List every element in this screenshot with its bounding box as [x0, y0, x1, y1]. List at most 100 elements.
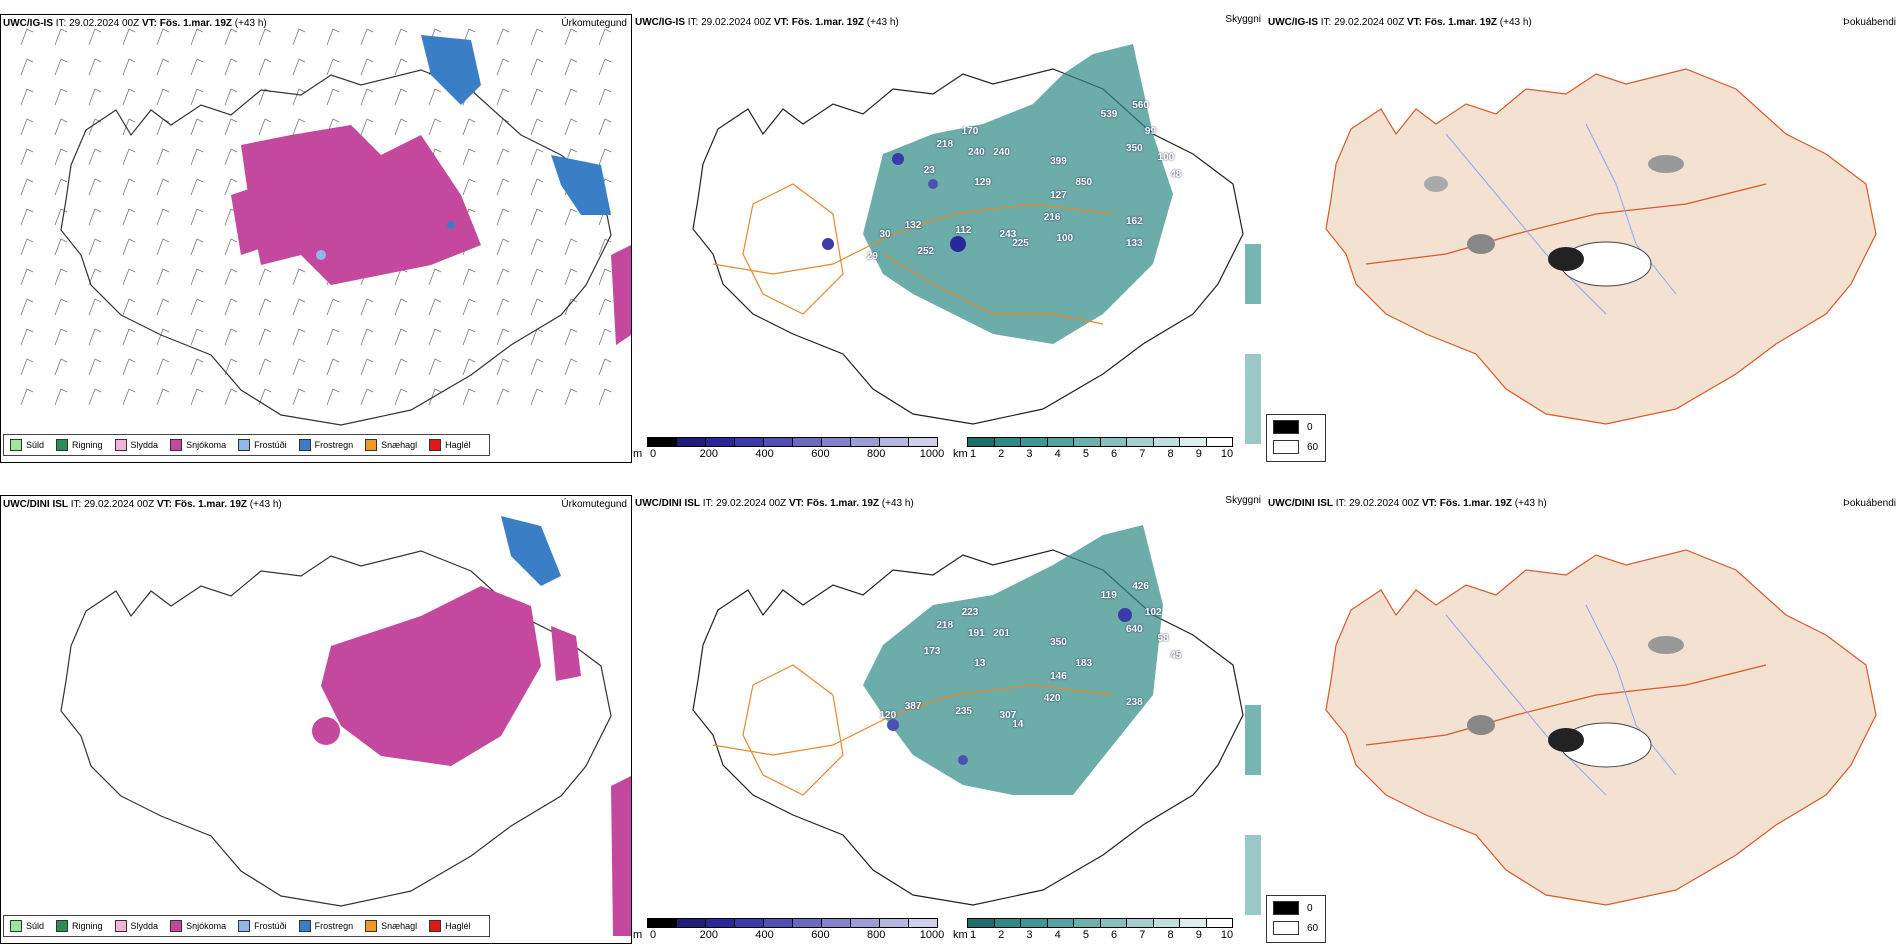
fog-panel-top: UWC/IG-IS IT: 29.02.2024 00Z VT: Fös. 1.…: [1266, 14, 1900, 463]
wind-barb: [88, 268, 102, 286]
wind-barb: [428, 328, 442, 346]
vt-label: VT:: [156, 499, 172, 510]
colorbar-cell: [1180, 919, 1207, 927]
legend-label: Snjókoma: [186, 440, 227, 450]
ceiling-label: 14: [1012, 718, 1024, 730]
wind-barb: [258, 388, 272, 406]
wind-barb: [428, 298, 442, 316]
wind-barb: [598, 328, 612, 346]
wind-barb: [88, 238, 102, 256]
wind-barb: [394, 298, 408, 316]
model-name: UWC/IG-IS: [3, 18, 53, 29]
panel-header: UWC/DINI ISL IT: 29.02.2024 00Z VT: Fös.…: [3, 499, 282, 510]
legend-swatch: [365, 439, 378, 451]
wind-barb: [258, 328, 272, 346]
fog-legend-item: 0: [1273, 420, 1313, 434]
model-name: UWC/IG-IS: [635, 17, 685, 28]
wind-barb: [88, 148, 102, 166]
colorbar-strip: [967, 437, 1233, 447]
wind-barb: [564, 298, 578, 316]
ceiling-label: 146: [1050, 671, 1067, 683]
legend-label: Frostúði: [254, 921, 287, 931]
legend-swatch: [238, 439, 251, 451]
legend-label: Snæhagl: [381, 440, 418, 450]
wind-barb: [530, 388, 544, 406]
colorbar-cell: [880, 438, 909, 446]
wind-barb: [258, 298, 272, 316]
colorbar-cell: [822, 438, 851, 446]
wind-barb: [20, 178, 34, 196]
colorbar-tick: 8: [1167, 448, 1174, 460]
colorbar-tick: 800: [867, 929, 886, 941]
legend-label: Rigning: [72, 921, 103, 931]
vt-label: VT:: [1406, 17, 1422, 28]
lead-time: (+43 h): [866, 17, 899, 28]
legend-label: Frostregn: [314, 921, 354, 931]
wind-barb: [530, 178, 544, 196]
wind-barb: [428, 388, 442, 406]
ceiling-label: 235: [955, 705, 972, 717]
ceiling-label: 223: [961, 606, 979, 618]
wind-barb: [122, 208, 136, 226]
ceiling-label: 350: [1050, 636, 1067, 648]
wind-barb: [20, 358, 34, 376]
fog-legend-swatch: [1273, 420, 1299, 434]
wind-barb: [122, 28, 136, 46]
wind-barb: [530, 238, 544, 256]
wind-barb: [20, 268, 34, 286]
wind-barb: [564, 268, 578, 286]
wind-barb: [224, 388, 238, 406]
wind-barb: [360, 58, 374, 76]
wind-barb: [224, 58, 238, 76]
ceiling-label: 201: [993, 628, 1010, 640]
precip-type-panel-bottom: UWC/DINI ISL IT: 29.02.2024 00Z VT: Fös.…: [0, 495, 632, 944]
wind-barb: [598, 28, 612, 46]
wind-barb: [564, 238, 578, 256]
wind-barb: [496, 88, 510, 106]
fog-panel-bottom: UWC/DINI ISL IT: 29.02.2024 00Z VT: Fös.…: [1266, 495, 1900, 944]
colorbar-strip: [647, 918, 938, 928]
legend-item: Slydda: [114, 920, 158, 932]
wind-barb: [156, 58, 170, 76]
wind-barb: [122, 118, 136, 136]
wind-barb: [224, 178, 238, 196]
colorbar-cell: [735, 438, 764, 446]
legend-item: Frostregn: [298, 920, 354, 932]
legend-label: Haglél: [445, 921, 471, 931]
wind-barb: [20, 28, 34, 46]
model-name: UWC/IG-IS: [1268, 17, 1318, 28]
vt-label: VT:: [773, 17, 789, 28]
ceiling-label: 127: [1050, 190, 1067, 202]
ceiling-label: 426: [1132, 581, 1149, 592]
ceiling-label: 243: [999, 229, 1017, 240]
wind-barb: [598, 118, 612, 136]
wind-barb: [224, 148, 238, 166]
panel-header: UWC/IG-IS IT: 29.02.2024 00Z VT: Fös. 1.…: [635, 17, 899, 28]
colorbar-cell: [735, 919, 764, 927]
colorbar-cell: [1206, 438, 1232, 446]
colorbar-tick: 2: [998, 929, 1005, 941]
cloud-map-bottom: [692, 525, 1261, 915]
legend-item: Súld: [10, 439, 44, 451]
colorbar-cell: [706, 438, 735, 446]
colorbar-cell: [706, 919, 735, 927]
wind-barb: [462, 328, 476, 346]
wind-barb: [496, 178, 510, 196]
panel-title: Þokuábendi: [1843, 17, 1896, 28]
wind-barb: [360, 28, 374, 46]
legend-item: Slydda: [114, 439, 158, 451]
wind-barb: [496, 238, 510, 256]
wind-barb: [564, 28, 578, 46]
wind-barb: [20, 88, 34, 106]
colorbar-tick: 9: [1195, 929, 1202, 941]
ceiling-label: 162: [1125, 216, 1143, 228]
colorbar-cell: [851, 919, 880, 927]
wind-barb: [88, 208, 102, 226]
wind-barb: [122, 178, 136, 196]
colorbar-cell: [648, 919, 677, 927]
it-label: IT:: [687, 17, 699, 28]
wind-barb: [224, 88, 238, 106]
colorbar-tick: 0: [649, 448, 657, 460]
colorbar-cell: [1127, 438, 1154, 446]
wind-barb: [394, 88, 408, 106]
